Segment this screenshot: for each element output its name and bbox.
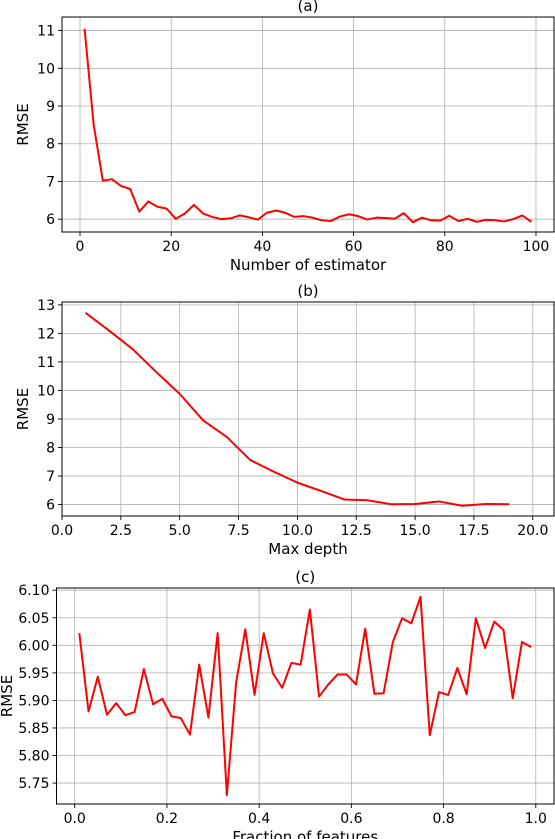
x-tick-label: 0.2 [156, 811, 178, 827]
x-axis-label: Fraction of features [232, 828, 378, 839]
x-axis-label: Max depth [268, 540, 347, 558]
y-tick-label: 5.80 [18, 749, 49, 765]
y-axis-label: RMSE [14, 103, 32, 145]
y-tick-label: 11 [37, 355, 55, 371]
x-tick-label: 0.0 [51, 523, 73, 539]
x-tick-label: 100 [523, 239, 550, 255]
y-axis-label: RMSE [14, 388, 32, 430]
y-tick-label: 8 [46, 441, 55, 457]
y-tick-label: 7 [46, 174, 55, 190]
y-tick-label: 6.05 [18, 611, 49, 627]
x-tick-label: 2.5 [110, 523, 132, 539]
y-tick-label: 5.90 [18, 693, 49, 709]
y-tick-label: 8 [46, 137, 55, 153]
x-tick-label: 17.5 [458, 523, 489, 539]
x-tick-label: 0.0 [64, 811, 86, 827]
x-tick-label: 7.5 [227, 523, 249, 539]
y-tick-label: 10 [37, 383, 55, 399]
y-tick-label: 6 [46, 212, 55, 228]
y-tick-label: 6.00 [18, 638, 49, 654]
chart-panel-1: 0.0 2.5 5.0 7.5 10.0 12.5 15.0 17.5 20.0 6 7 8 9 10 11… [14, 282, 555, 558]
series-line [78, 595, 532, 797]
chart-panel-0: 0 20 40 60 80 100 6 7 8 9 10 11 (a) Number of estimat… [14, 0, 555, 274]
x-tick-label: 0 [76, 239, 85, 255]
y-tick-label: 10 [37, 61, 55, 77]
x-tick-label: 15.0 [400, 523, 431, 539]
y-tick-label: 5.75 [18, 776, 49, 792]
chart-title: (a) [298, 0, 319, 15]
y-tick-label: 12 [37, 326, 55, 342]
y-tick-label: 6.10 [18, 583, 49, 599]
x-tick-label: 12.5 [341, 523, 372, 539]
plot-frame [61, 301, 555, 517]
x-tick-label: 0.8 [432, 811, 454, 827]
plot-frame [61, 16, 555, 233]
x-tick-label: 0.6 [340, 811, 362, 827]
x-tick-label: 10.0 [282, 523, 313, 539]
x-tick-label: 0.4 [248, 811, 270, 827]
x-tick-label: 20.0 [517, 523, 548, 539]
y-tick-label: 9 [46, 99, 55, 115]
series-line [83, 28, 533, 224]
x-tick-label: 40 [253, 239, 271, 255]
chart-title: (b) [297, 282, 318, 300]
x-tick-label: 20 [162, 239, 180, 255]
y-tick-label: 6 [46, 498, 55, 514]
x-tick-label: 80 [436, 239, 454, 255]
x-tick-label: 1.0 [525, 811, 547, 827]
y-tick-label: 13 [37, 298, 55, 314]
y-tick-label: 7 [46, 469, 55, 485]
y-tick-label: 9 [46, 412, 55, 428]
y-tick-label: 5.95 [18, 666, 49, 682]
x-axis-label: Number of estimator [230, 256, 387, 274]
chart-panel-2: 0.0 0.2 0.4 0.6 0.8 1.0 5.75 5.80 5.85 5.90 5.95 6.… [0, 568, 555, 839]
plot-frame [56, 587, 555, 805]
chart-title: (c) [295, 568, 315, 586]
y-tick-label: 11 [37, 24, 55, 40]
y-tick-label: 5.85 [18, 721, 49, 737]
x-tick-label: 5.0 [169, 523, 191, 539]
y-axis-label: RMSE [0, 675, 16, 717]
x-tick-label: 60 [345, 239, 363, 255]
series-line [84, 312, 510, 507]
